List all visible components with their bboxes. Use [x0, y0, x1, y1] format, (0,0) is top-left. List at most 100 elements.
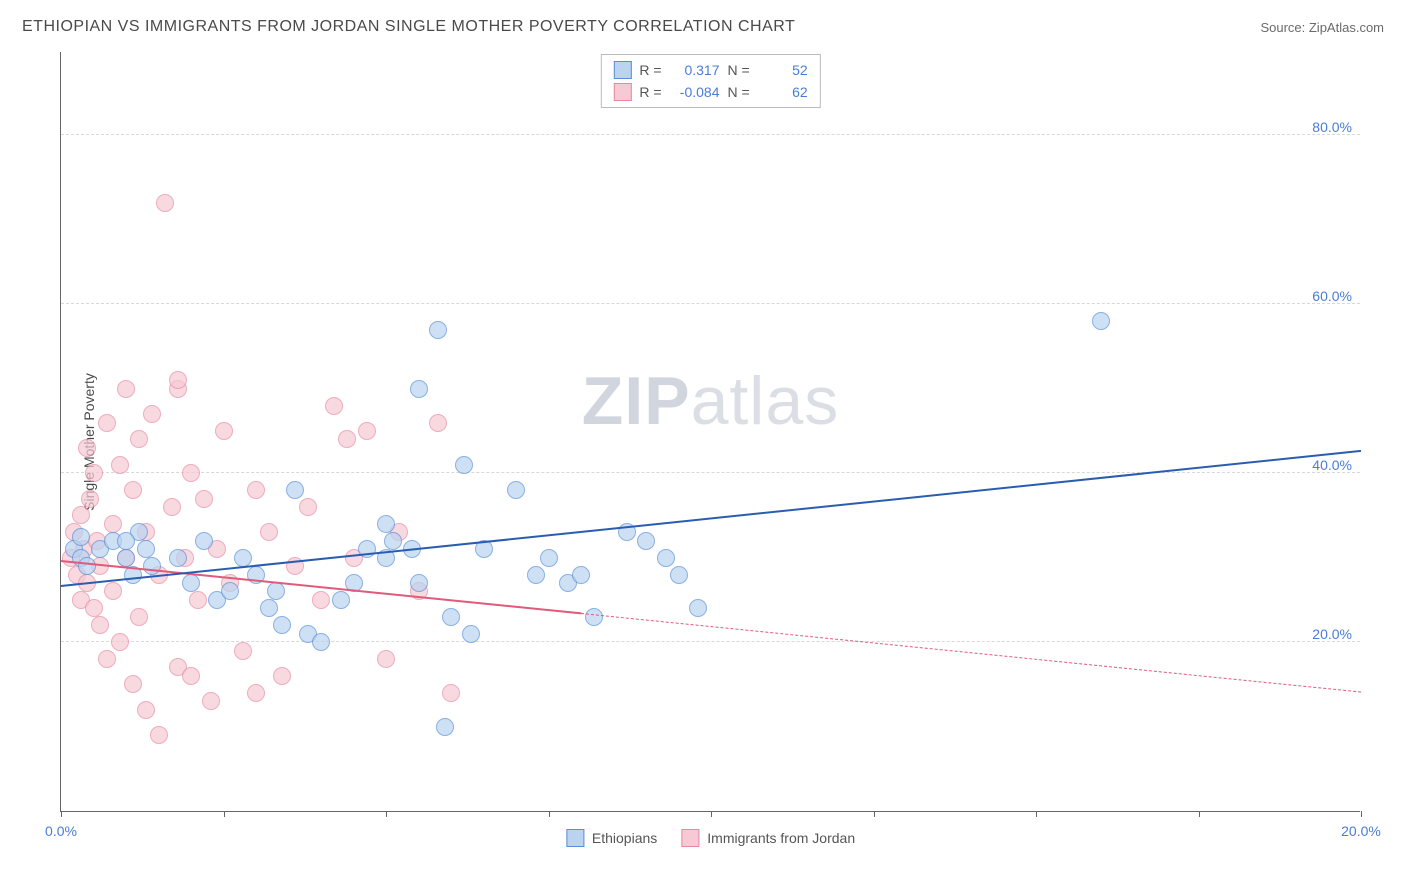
point-ethiopians	[195, 532, 213, 550]
point-ethiopians	[312, 633, 330, 651]
point-ethiopians	[527, 566, 545, 584]
point-ethiopians	[572, 566, 590, 584]
point-ethiopians	[507, 481, 525, 499]
swatch-ethiopians	[613, 61, 631, 79]
point-ethiopians	[657, 549, 675, 567]
point-ethiopians	[540, 549, 558, 567]
point-jordan	[104, 582, 122, 600]
legend-item-ethiopians: Ethiopians	[566, 829, 657, 847]
point-jordan	[442, 684, 460, 702]
point-jordan	[124, 481, 142, 499]
watermark: ZIPatlas	[582, 362, 839, 440]
chart-container: Single Mother Poverty ZIPatlas R = 0.317…	[50, 52, 1380, 832]
point-ethiopians	[436, 718, 454, 736]
point-ethiopians	[221, 582, 239, 600]
point-jordan	[156, 194, 174, 212]
xtick-mark	[1361, 811, 1362, 817]
point-jordan	[111, 456, 129, 474]
point-ethiopians	[410, 380, 428, 398]
point-ethiopians	[169, 549, 187, 567]
point-jordan	[377, 650, 395, 668]
legend-label-ethiopians: Ethiopians	[592, 830, 657, 846]
plot-area: ZIPatlas R = 0.317 N = 52 R = -0.084 N =…	[60, 52, 1360, 812]
chart-source: Source: ZipAtlas.com	[1260, 20, 1384, 35]
point-ethiopians	[689, 599, 707, 617]
point-jordan	[130, 430, 148, 448]
point-jordan	[189, 591, 207, 609]
ytick-label: 80.0%	[1312, 119, 1352, 135]
xtick-mark	[711, 811, 712, 817]
xtick-mark	[1036, 811, 1037, 817]
swatch-jordan-icon	[681, 829, 699, 847]
point-jordan	[247, 684, 265, 702]
legend-item-jordan: Immigrants from Jordan	[681, 829, 855, 847]
trendline-ethiopians	[61, 450, 1361, 587]
point-ethiopians	[670, 566, 688, 584]
point-jordan	[299, 498, 317, 516]
point-ethiopians	[286, 481, 304, 499]
point-jordan	[85, 464, 103, 482]
point-jordan	[91, 616, 109, 634]
point-ethiopians	[117, 532, 135, 550]
point-jordan	[143, 405, 161, 423]
swatch-ethiopians-icon	[566, 829, 584, 847]
point-ethiopians	[117, 549, 135, 567]
point-jordan	[163, 498, 181, 516]
point-jordan	[130, 608, 148, 626]
bottom-legend: Ethiopians Immigrants from Jordan	[566, 829, 855, 847]
stats-row-b: R = -0.084 N = 62	[613, 81, 807, 103]
gridline-h	[61, 303, 1360, 304]
point-jordan	[169, 371, 187, 389]
ytick-label: 60.0%	[1312, 288, 1352, 304]
point-ethiopians	[267, 582, 285, 600]
point-jordan	[312, 591, 330, 609]
point-jordan	[215, 422, 233, 440]
xtick-mark	[874, 811, 875, 817]
point-jordan	[429, 414, 447, 432]
gridline-h	[61, 472, 1360, 473]
point-ethiopians	[429, 321, 447, 339]
xtick-label: 20.0%	[1341, 823, 1381, 839]
point-jordan	[202, 692, 220, 710]
point-jordan	[182, 667, 200, 685]
xtick-mark	[549, 811, 550, 817]
point-ethiopians	[462, 625, 480, 643]
point-jordan	[195, 490, 213, 508]
point-ethiopians	[442, 608, 460, 626]
point-ethiopians	[1092, 312, 1110, 330]
xtick-mark	[224, 811, 225, 817]
point-ethiopians	[585, 608, 603, 626]
point-ethiopians	[234, 549, 252, 567]
point-jordan	[117, 380, 135, 398]
point-ethiopians	[637, 532, 655, 550]
point-ethiopians	[182, 574, 200, 592]
point-ethiopians	[143, 557, 161, 575]
point-jordan	[358, 422, 376, 440]
trendline-jordan	[581, 613, 1361, 693]
point-jordan	[111, 633, 129, 651]
xtick-mark	[61, 811, 62, 817]
point-jordan	[104, 515, 122, 533]
point-jordan	[78, 439, 96, 457]
gridline-h	[61, 134, 1360, 135]
point-jordan	[81, 490, 99, 508]
gridline-h	[61, 641, 1360, 642]
chart-title: ETHIOPIAN VS IMMIGRANTS FROM JORDAN SING…	[22, 18, 795, 36]
point-jordan	[234, 642, 252, 660]
legend-label-jordan: Immigrants from Jordan	[707, 830, 855, 846]
point-jordan	[150, 726, 168, 744]
point-ethiopians	[377, 515, 395, 533]
point-ethiopians	[78, 557, 96, 575]
point-ethiopians	[384, 532, 402, 550]
point-jordan	[338, 430, 356, 448]
stats-legend-box: R = 0.317 N = 52 R = -0.084 N = 62	[600, 54, 820, 108]
point-ethiopians	[72, 528, 90, 546]
point-jordan	[98, 650, 116, 668]
point-jordan	[85, 599, 103, 617]
ytick-label: 40.0%	[1312, 457, 1352, 473]
point-ethiopians	[332, 591, 350, 609]
point-jordan	[273, 667, 291, 685]
point-jordan	[247, 481, 265, 499]
point-jordan	[98, 414, 116, 432]
xtick-mark	[386, 811, 387, 817]
